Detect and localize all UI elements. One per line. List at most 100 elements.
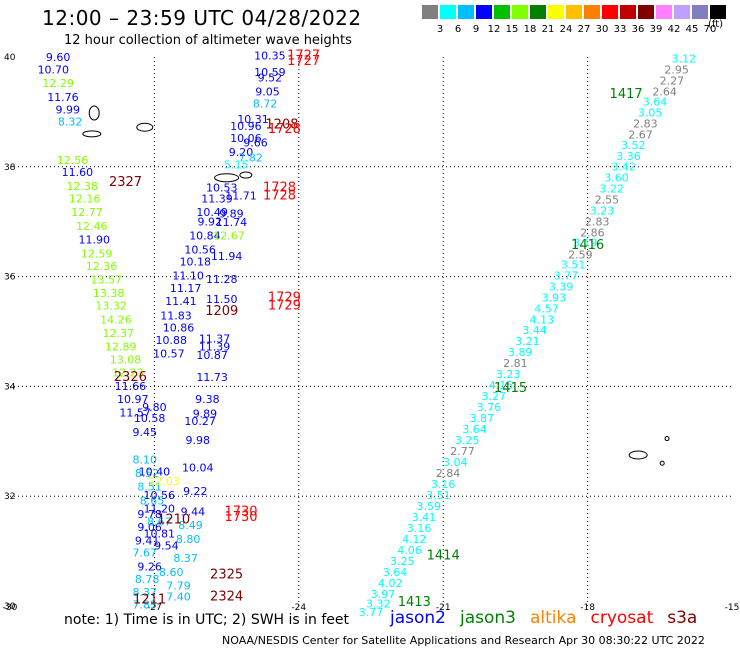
swh-value: 8.37 [133,586,158,599]
lon-tick-label: -21 [436,603,451,613]
swh-value: 3.27 [481,390,506,403]
swh-value: 7.79 [166,580,191,593]
satellite-name: s3a [667,608,698,628]
swh-value: 9.98 [185,434,210,447]
swh-value: 8.37 [173,552,198,565]
swh-value: 13.32 [95,300,127,313]
page-title: 12:00 – 23:59 UTC 04/28/2022 [42,6,362,30]
legend-label: 42 [667,24,681,35]
swh-value: 2.77 [450,445,475,458]
legend-label: 9 [472,24,480,35]
legend-swatch [710,5,726,19]
credit-line: NOAA/NESDIS Center for Satellite Applica… [222,634,705,647]
swh-value: 10.58 [134,412,166,425]
swh-value: 10.49 [196,206,228,219]
lat-tick-label: 32 [4,492,15,502]
swh-value: 4.06 [397,544,422,557]
swh-value: 3.51 [426,489,451,502]
swh-value: 7.85 [133,599,158,612]
swh-value: 12.37 [103,327,135,340]
pass-time-label: 1730 [224,504,257,519]
swh-value: 13.38 [93,287,125,300]
legend-swatch [476,5,492,19]
swh-value: 8.65 [140,494,165,507]
swh-value: 4.02 [378,577,403,590]
legend-swatch [692,5,708,19]
swh-value: 7.82 [238,151,263,164]
swh-value: 9.38 [195,393,220,406]
swh-value: 9.89 [193,408,218,421]
swh-value: 10.31 [237,113,269,126]
swh-value: 8.78 [135,573,160,586]
legend-swatch [620,5,636,19]
island-outline [88,105,100,121]
swh-value: 2.81 [503,357,528,370]
swh-value: 9.44 [181,505,206,518]
swh-value: 8.32 [58,116,83,129]
swh-value: 3.77 [359,606,384,619]
swh-value: 12.89 [105,341,137,354]
swh-value: 3.64 [462,423,487,436]
swh-value: 11.41 [165,295,197,308]
pass-time-label: 1416 [571,238,604,253]
legend-label: 39 [649,24,663,35]
pass-time-label: 2327 [109,175,142,190]
swh-value: 9.92 [198,216,223,229]
swh-value: 9.80 [142,401,167,414]
swh-value: 3.97 [371,588,396,601]
legend-swatch [458,5,474,19]
swh-value: 8.67 [147,515,172,528]
swh-value: 7.67 [133,547,158,560]
islands [82,105,670,466]
swh-value: 10.81 [143,527,175,540]
swh-value: 3.23 [496,368,521,381]
swh-value: 3.89 [508,346,533,359]
swh-value: 3.64 [383,566,408,579]
lon-tick-label: -18 [580,603,595,613]
swh-value: 3.41 [412,511,437,524]
swh-value: 11.39 [199,341,231,354]
island-outline [214,173,240,183]
swh-value: 3.25 [390,555,415,568]
legend-label: 45 [685,24,699,35]
legend-swatch [494,5,510,19]
swh-value: 12.16 [69,192,101,205]
swh-value: 2.67 [628,128,653,141]
swh-value: 9.66 [243,136,268,149]
swh-value: 10.84 [189,229,221,242]
swh-value: 3.51 [561,258,586,271]
swh-value: 9.54 [154,539,179,552]
lat-tick-label: 40 [4,53,16,63]
swh-value: 11.73 [196,371,228,384]
satellite-name: cryosat [590,608,654,628]
swh-value: 10.57 [153,347,185,360]
swh-value: 9.60 [46,51,71,64]
swh-value: 11.57 [119,407,151,420]
legend-swatch [530,5,546,19]
pass-time-label: 1209 [205,304,238,319]
swh-value: 9.22 [183,485,208,498]
swh-value: 10.70 [38,63,70,76]
swh-value: 8.51 [137,481,162,494]
legend-unit: (ft) [708,19,724,30]
pass-time-label: 1414 [427,548,460,563]
swh-value: 2.64 [652,85,677,98]
legend-swatch [512,5,528,19]
pass-time-label: 1728 [268,122,301,137]
swh-value: 8.52 [135,467,160,480]
pass-time-label: 2324 [210,590,243,605]
pass-time-label: 1417 [610,87,643,102]
swh-value: 10.18 [180,256,212,269]
pass-time-label: 1211 [133,592,166,607]
satellite-legend: jason2 jason3 altika cryosat s3a [390,608,711,628]
legend-swatch [440,5,456,19]
island-outline [664,436,670,442]
swh-value: 3.59 [417,500,442,513]
swh-value: 9.06 [137,521,162,534]
pass-time-label: 1728 [263,189,296,204]
legend-swatch [602,5,618,19]
swh-value: 9.05 [255,85,280,98]
swh-value: 11.66 [115,380,147,393]
swh-value: 4.13 [530,313,555,326]
legend-label: 30 [595,24,609,35]
